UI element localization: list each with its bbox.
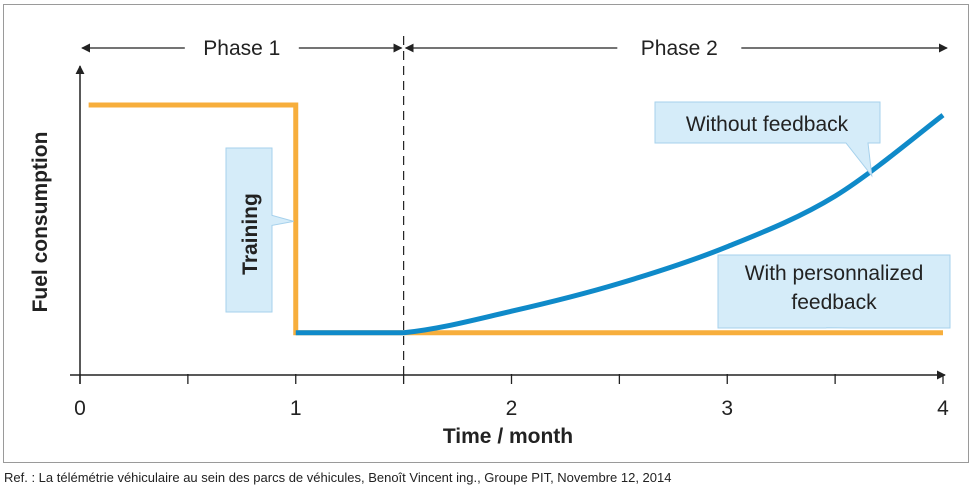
x-tick-label-1: 1 [290, 397, 302, 420]
y-axis-label: Fuel consumption [29, 132, 52, 313]
callout-personalized-feedback-line-2: feedback [791, 291, 877, 314]
callout-training-label: Training [239, 193, 262, 275]
callout-without-feedback-box [654, 101, 881, 178]
x-tick-label-0: 0 [74, 397, 86, 420]
fuel-consumption-chart: 0 1 2 3 4 Time / month Fuel consumption Phase … [29, 36, 951, 448]
phase-label-2: Phase 2 [641, 37, 718, 60]
series-line-2 [295, 113, 945, 336]
callout-personalized-feedback-line-1: With personnalized [745, 262, 924, 285]
chart-frame [3, 4, 969, 463]
reference-caption: Ref. : La télémétrie véhiculaire au sein… [4, 470, 672, 485]
callout-without-feedback-label: Without feedback [686, 113, 849, 136]
callout-personalized-feedback-box [717, 254, 951, 329]
x-tick-label-2: 2 [506, 397, 518, 420]
x-axis-label: Time / month [443, 425, 573, 448]
x-tick-label-3: 3 [721, 397, 733, 420]
x-tick-label-4: 4 [937, 397, 949, 420]
phase-label-1: Phase 1 [203, 37, 280, 60]
callout-training-box [225, 147, 294, 313]
